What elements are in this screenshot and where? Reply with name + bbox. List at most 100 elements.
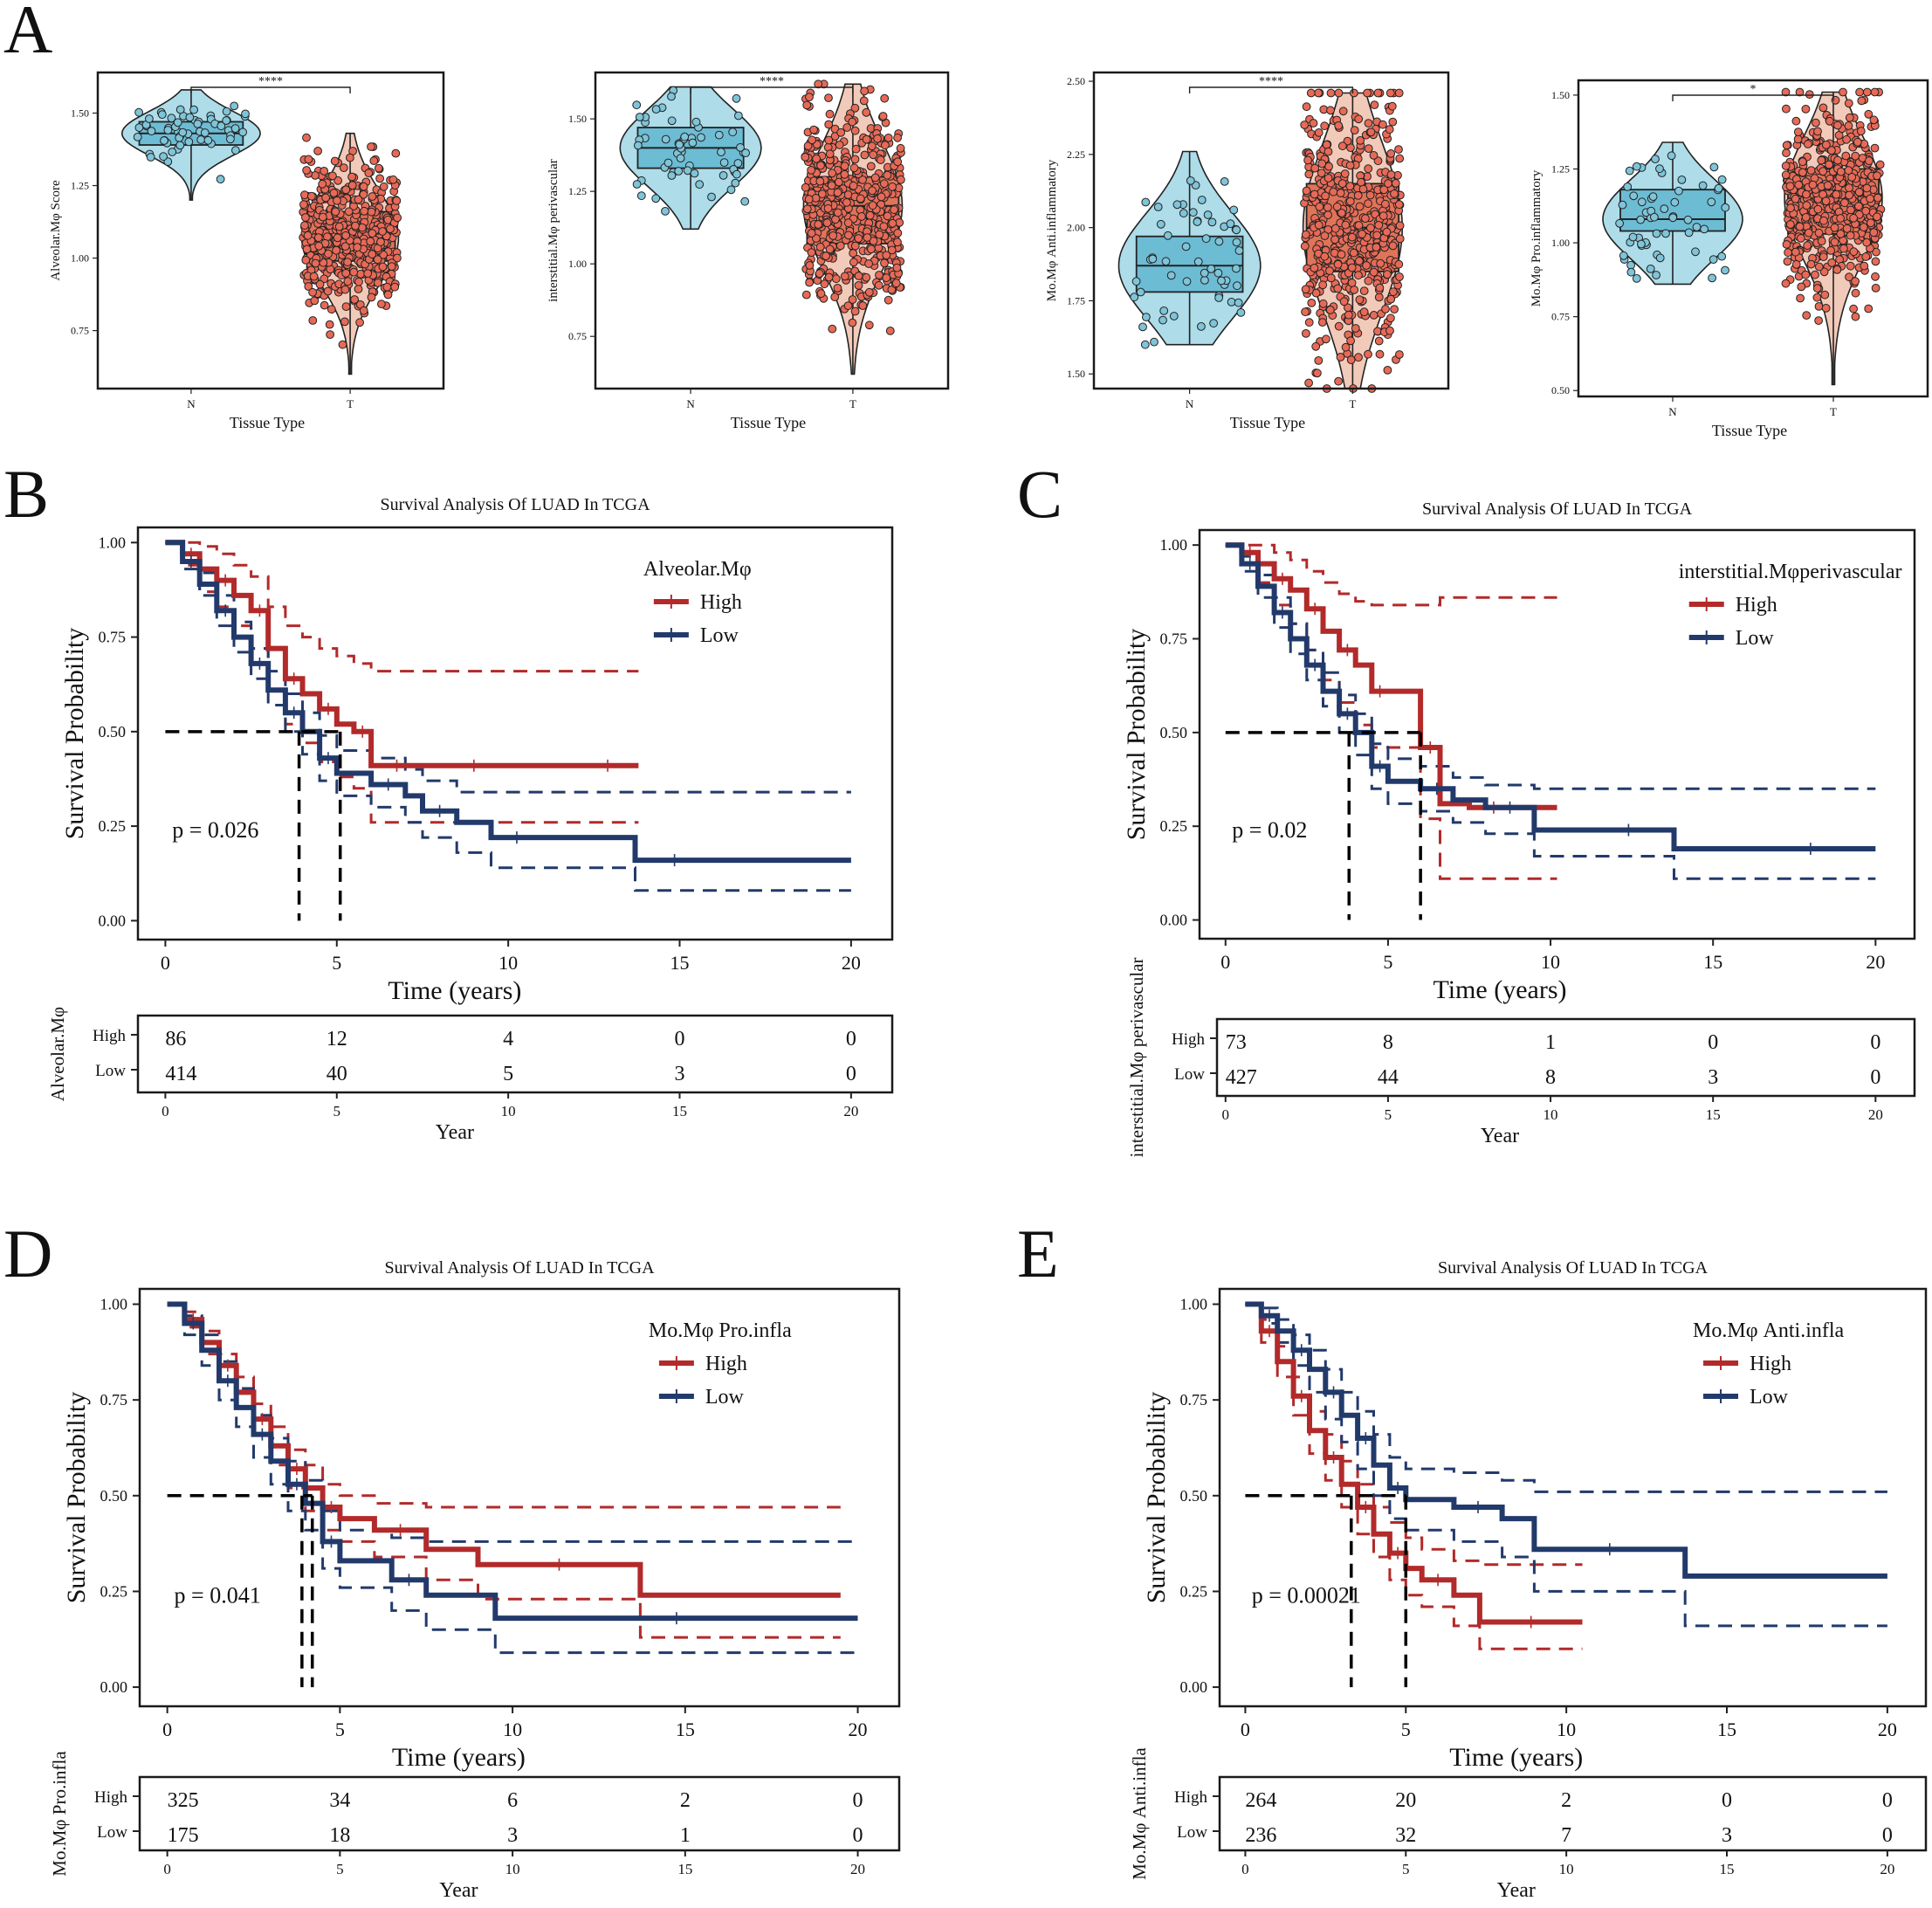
data-point — [373, 255, 382, 265]
y-tick-label: 0.50 — [99, 723, 127, 740]
data-point — [1302, 102, 1311, 112]
data-point — [1842, 134, 1852, 144]
data-point — [368, 229, 377, 238]
data-point — [331, 207, 340, 217]
data-point — [341, 269, 351, 278]
y-tick-label: 0.00 — [99, 912, 127, 929]
risk-row-label-low: Low — [1174, 1065, 1205, 1084]
data-point — [1366, 127, 1376, 137]
y-tick-label: 0.75 — [1180, 1391, 1208, 1409]
data-point — [1820, 290, 1830, 300]
data-point — [1232, 264, 1241, 273]
data-point — [803, 141, 813, 151]
data-point — [801, 153, 810, 162]
points-n — [632, 86, 750, 216]
data-point — [386, 224, 395, 233]
data-point — [1830, 223, 1839, 232]
data-point — [307, 191, 316, 201]
survival-plot-b: Survival Analysis Of LUAD In TCGA 0.00 0.2… — [47, 495, 894, 1144]
data-point — [1796, 234, 1805, 243]
y-tick-label: 1.00 — [1180, 1296, 1208, 1313]
x-tick-label: 15 — [676, 1719, 695, 1740]
risk-x-axis-label: Year — [439, 1879, 478, 1902]
data-point — [1394, 88, 1404, 98]
data-point — [835, 241, 845, 251]
data-point — [377, 300, 386, 309]
ci-lower-high — [1225, 543, 1557, 880]
data-point — [876, 155, 885, 165]
data-point — [1380, 199, 1390, 209]
data-point — [1355, 295, 1365, 305]
plot-frame — [1577, 79, 1929, 398]
x-tick-label: N — [686, 397, 695, 410]
data-point — [230, 101, 239, 111]
data-point — [1337, 209, 1346, 217]
data-point — [1830, 238, 1839, 247]
data-point — [391, 148, 401, 158]
data-point — [390, 282, 400, 292]
x-tick-label: 20 — [849, 1719, 868, 1740]
data-point — [1708, 273, 1716, 283]
data-point — [1333, 284, 1343, 293]
risk-row-label-high: High — [1174, 1788, 1208, 1807]
plot-frame — [96, 71, 445, 390]
data-point — [802, 204, 812, 214]
data-point — [1717, 175, 1727, 184]
data-point — [1374, 336, 1384, 346]
data-point — [1209, 319, 1218, 328]
data-point — [353, 243, 362, 252]
data-point — [732, 93, 741, 103]
risk-x-tick-label: 5 — [1402, 1861, 1410, 1877]
x-tick-label: T — [1830, 405, 1837, 418]
data-point — [1373, 156, 1383, 166]
data-point — [1386, 294, 1396, 304]
data-point — [1862, 183, 1872, 193]
data-point — [873, 134, 882, 143]
data-point — [1865, 156, 1874, 166]
data-point — [1301, 230, 1310, 239]
data-point — [854, 272, 863, 280]
data-point — [862, 134, 871, 144]
data-point — [1375, 283, 1385, 293]
data-point — [1379, 120, 1387, 129]
data-point — [828, 231, 838, 240]
data-point — [1317, 169, 1326, 178]
y-tick-label: 1.00 — [568, 258, 587, 270]
data-point — [1214, 293, 1223, 302]
data-point — [883, 211, 892, 221]
data-point — [330, 156, 340, 166]
points-t — [801, 79, 905, 335]
data-point — [1813, 127, 1822, 136]
data-point — [1812, 293, 1822, 302]
data-point — [807, 229, 816, 238]
data-point — [1707, 197, 1716, 207]
ci-lower-high — [167, 1303, 841, 1639]
chart-title: Survival Analysis Of LUAD In TCGA — [384, 1258, 655, 1278]
risk-table-frame — [1215, 1017, 1916, 1098]
data-point — [1345, 196, 1355, 206]
data-point — [1197, 196, 1207, 204]
risk-count: 427 — [1226, 1066, 1257, 1089]
data-point — [801, 290, 811, 300]
data-point — [378, 262, 388, 272]
data-point — [341, 231, 351, 240]
data-point — [1823, 181, 1832, 190]
data-point — [1179, 209, 1188, 218]
data-point — [805, 278, 814, 287]
data-point — [1364, 349, 1372, 359]
risk-count: 12 — [327, 1028, 347, 1050]
data-point — [680, 132, 690, 141]
data-point — [1344, 310, 1353, 320]
data-point — [1628, 232, 1638, 242]
data-point — [667, 92, 676, 101]
data-point — [667, 116, 677, 126]
data-point — [805, 261, 815, 270]
data-point — [1626, 267, 1636, 277]
y-tick-label: 0.00 — [1180, 1678, 1208, 1696]
data-point — [313, 147, 323, 155]
p-value: p = 0.00021 — [1252, 1583, 1361, 1608]
data-point — [1314, 220, 1324, 230]
data-point — [329, 189, 339, 197]
risk-count: 0 — [846, 1063, 856, 1085]
data-point — [801, 183, 810, 192]
